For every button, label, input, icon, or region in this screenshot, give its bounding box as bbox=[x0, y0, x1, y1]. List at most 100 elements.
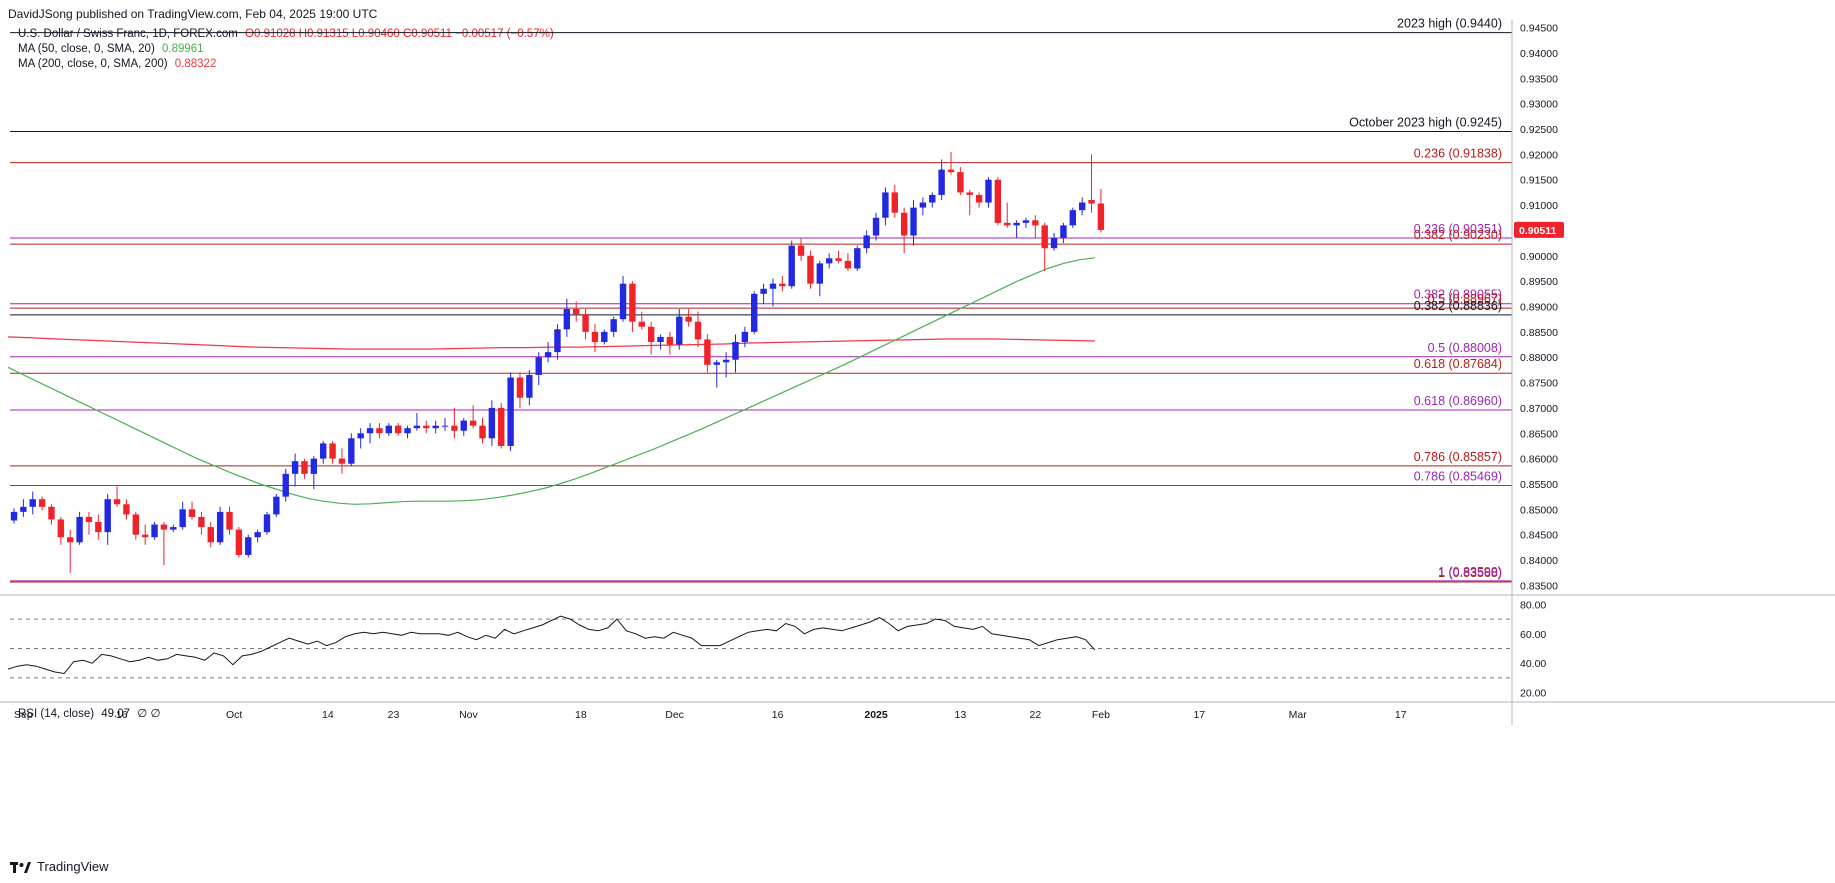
price-tick-label: 0.93500 bbox=[1520, 73, 1558, 85]
candle-body bbox=[835, 258, 842, 261]
candle-body bbox=[1088, 200, 1095, 204]
price-tick-label: 0.87500 bbox=[1520, 378, 1558, 390]
candle-body bbox=[376, 428, 383, 434]
price-tick-label: 0.86000 bbox=[1520, 454, 1558, 466]
candle-body bbox=[310, 458, 318, 474]
candle-body bbox=[807, 255, 814, 284]
price-tick-label: 0.85000 bbox=[1520, 504, 1558, 516]
candle-body bbox=[48, 506, 55, 520]
candle-body bbox=[1022, 220, 1030, 223]
candle-body bbox=[57, 519, 65, 538]
level-label: 0.786 (0.85857) bbox=[1414, 450, 1502, 464]
candle-body bbox=[676, 316, 683, 345]
price-tick-label: 0.84000 bbox=[1520, 555, 1558, 567]
ma50-label[interactable]: MA (50, close, 0, SMA, 20) bbox=[18, 43, 155, 55]
level-label: 0.382 (0.90230) bbox=[1414, 228, 1502, 242]
candle-body bbox=[38, 499, 46, 507]
candle-body bbox=[1078, 202, 1086, 211]
price-tick-label: 0.92000 bbox=[1520, 149, 1558, 161]
candle-body bbox=[394, 425, 402, 434]
price-tick-label: 0.92500 bbox=[1520, 124, 1558, 136]
brand-label: TradingView bbox=[37, 859, 109, 874]
candle-body bbox=[966, 192, 973, 195]
candle-body bbox=[704, 339, 711, 365]
candle-body bbox=[1060, 225, 1067, 239]
ma200-line bbox=[7, 336, 1095, 350]
candle-body bbox=[900, 212, 908, 236]
rsi-pane: 80.00 60.00 40.00 20.00 bbox=[7, 599, 1546, 700]
candle-body bbox=[329, 443, 336, 459]
candle-body bbox=[516, 377, 524, 398]
price-tick-label: 0.94000 bbox=[1520, 48, 1558, 60]
ma50-legend: MA (50, close, 0, SMA, 20) 0.89961 bbox=[18, 43, 208, 55]
candle-body bbox=[1050, 238, 1058, 249]
candle-body bbox=[1041, 225, 1048, 249]
candle-body bbox=[957, 172, 964, 193]
candle-body bbox=[816, 263, 824, 284]
time-tick-label: 18 bbox=[575, 709, 587, 721]
price-tick-label: 0.88500 bbox=[1520, 327, 1558, 339]
candle-body bbox=[601, 331, 608, 342]
candle-body bbox=[198, 516, 205, 528]
candle-body bbox=[535, 357, 542, 375]
candle-body bbox=[657, 336, 664, 342]
candle-body bbox=[526, 374, 533, 398]
time-tick-label: 16 bbox=[116, 709, 128, 721]
level-label: 1 (0.83568) bbox=[1438, 566, 1502, 580]
candle-body bbox=[732, 341, 739, 360]
time-tick-label: Sep bbox=[14, 709, 33, 721]
ma200-legend: MA (200, close, 0, SMA, 200) 0.88322 bbox=[18, 58, 220, 70]
candle-body bbox=[320, 443, 327, 459]
candle-body bbox=[929, 194, 936, 203]
price-tick-label: 0.89500 bbox=[1520, 276, 1558, 288]
candle-body bbox=[479, 425, 486, 439]
ma200-label[interactable]: MA (200, close, 0, SMA, 200) bbox=[18, 58, 168, 70]
rsi-tick-label: 20.00 bbox=[1520, 688, 1546, 700]
time-tick-label: Nov bbox=[459, 709, 478, 721]
candle-body bbox=[226, 511, 233, 530]
level-label: October 2023 high (0.9245) bbox=[1349, 116, 1502, 130]
candle-body bbox=[863, 235, 870, 249]
level-label: 2023 high (0.9440) bbox=[1397, 17, 1502, 31]
candle-body bbox=[338, 458, 346, 464]
candle-body bbox=[366, 428, 374, 434]
price-chart[interactable]: 2023 high (0.9440) October 2023 high (0.9… bbox=[0, 0, 1835, 850]
candle-body bbox=[85, 516, 93, 523]
candle-body bbox=[854, 248, 861, 269]
candle-body bbox=[29, 499, 36, 507]
candle-body bbox=[235, 529, 243, 555]
candle-body bbox=[507, 377, 514, 446]
candle-body bbox=[1013, 222, 1020, 226]
candle-body bbox=[563, 309, 571, 330]
candle-body bbox=[629, 283, 636, 322]
candle-body bbox=[207, 527, 214, 543]
price-tick-label: 0.93000 bbox=[1520, 99, 1558, 111]
candle-body bbox=[694, 321, 702, 340]
candle-body bbox=[469, 420, 477, 426]
current-price-label: 0.90511 bbox=[1519, 225, 1557, 237]
candle-body bbox=[273, 496, 280, 515]
candle-body bbox=[432, 425, 439, 429]
rsi-tick-label: 60.00 bbox=[1520, 629, 1546, 641]
price-tick-label: 0.91500 bbox=[1520, 175, 1558, 187]
candle-body bbox=[263, 514, 271, 533]
axes: 0.94500 0.94000 0.93500 0.93000 0.92500 0.920… bbox=[0, 20, 1835, 725]
time-tick-label: Oct bbox=[226, 709, 242, 721]
candle-body bbox=[188, 509, 196, 517]
time-tick-label: Feb bbox=[1092, 709, 1110, 721]
time-tick-label: 17 bbox=[1395, 709, 1407, 721]
candle-body bbox=[741, 331, 749, 342]
candle-body bbox=[769, 283, 777, 289]
candle-body bbox=[113, 499, 121, 505]
level-label: 0.786 (0.85469) bbox=[1414, 470, 1502, 484]
symbol-name[interactable]: U.S. Dollar / Swiss Franc, 1D, FOREX.com bbox=[18, 28, 238, 40]
candle-body bbox=[67, 537, 74, 543]
rsi-label[interactable]: RSI (14, close) bbox=[18, 708, 95, 720]
level-label: 0.382 (0.89055) bbox=[1414, 288, 1502, 302]
candle-body bbox=[123, 504, 130, 515]
current-price-tag bbox=[1514, 221, 1564, 238]
candle-body bbox=[975, 194, 983, 203]
candle-body bbox=[20, 506, 27, 512]
level-label: 0.618 (0.86960) bbox=[1414, 394, 1502, 408]
time-tick-label: Mar bbox=[1289, 709, 1308, 721]
